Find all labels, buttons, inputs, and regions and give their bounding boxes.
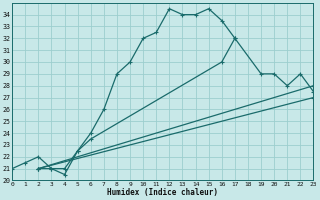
X-axis label: Humidex (Indice chaleur): Humidex (Indice chaleur) [107, 188, 218, 197]
